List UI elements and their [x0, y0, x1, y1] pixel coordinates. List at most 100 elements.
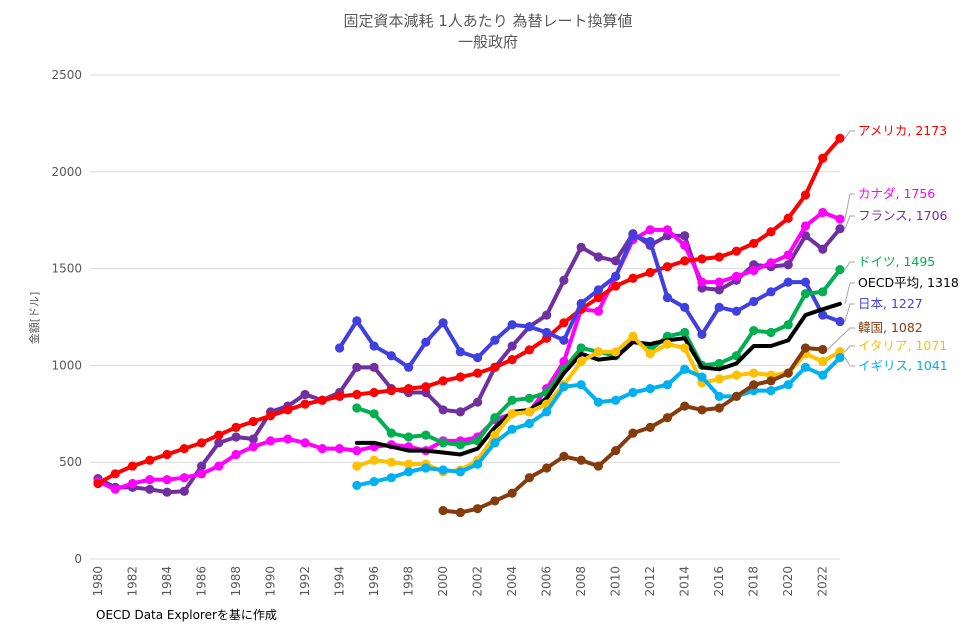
data-point [369, 387, 379, 398]
data-point [680, 302, 690, 312]
y-tick-label: 1500 [51, 262, 82, 276]
data-point [766, 327, 776, 338]
series-OECD平均 [354, 301, 842, 457]
data-point [593, 306, 604, 316]
data-point [766, 287, 776, 297]
data-point [369, 476, 379, 487]
x-tick-label: 2022 [816, 566, 830, 597]
data-point [300, 438, 310, 448]
data-point [593, 285, 604, 295]
end-label: 韓国, 1082 [858, 320, 923, 335]
data-point [611, 256, 621, 266]
data-point [766, 376, 776, 386]
data-point [317, 444, 327, 454]
data-point [680, 401, 690, 411]
data-point [662, 339, 673, 349]
data-point [542, 407, 552, 417]
data-point [524, 473, 534, 483]
y-tick-label: 2000 [51, 165, 82, 179]
data-point [179, 444, 189, 454]
data-point [835, 316, 845, 327]
x-tick-label: 1992 [298, 566, 312, 597]
data-point [559, 335, 569, 345]
data-point [749, 265, 759, 276]
data-point [110, 484, 120, 494]
data-point [680, 343, 690, 353]
data-point [749, 296, 759, 307]
data-point [593, 252, 604, 262]
data-point [369, 455, 379, 465]
data-point [645, 267, 655, 278]
data-point [593, 293, 604, 303]
data-point [455, 440, 465, 450]
data-point [714, 374, 724, 384]
data-point [731, 246, 742, 256]
y-axis-ticks: 0 500 1000 1500 2000 2500 [51, 68, 82, 566]
data-point [783, 320, 793, 330]
data-point [473, 459, 483, 469]
data-point [559, 382, 569, 392]
data-point [662, 413, 673, 423]
data-point [455, 407, 465, 417]
data-point [697, 254, 707, 264]
gridlines [90, 74, 840, 560]
end-label: イタリア, 1071 [858, 338, 947, 353]
data-point [455, 347, 465, 357]
data-point [835, 264, 845, 275]
data-point [162, 487, 172, 497]
data-point [455, 372, 465, 382]
data-point [524, 418, 534, 429]
data-point [404, 459, 414, 469]
data-point [835, 352, 845, 363]
x-tick-label: 2010 [609, 566, 623, 597]
series-韓国 [438, 343, 828, 518]
data-point [490, 430, 500, 440]
x-tick-label: 1988 [229, 566, 243, 597]
data-point [662, 293, 673, 303]
data-point [800, 289, 811, 299]
data-point [386, 428, 396, 438]
data-point [576, 380, 586, 390]
data-point [214, 461, 224, 471]
x-axis-ticks: 1980 1982 1984 1986 1988 1990 1992 1994 1996 1998… [91, 566, 830, 597]
data-point [334, 444, 345, 454]
data-point [800, 277, 811, 287]
series-カナダ [93, 207, 845, 494]
label-leader [844, 130, 855, 139]
data-point [731, 306, 742, 316]
data-point [783, 277, 793, 287]
data-point [611, 347, 621, 357]
y-tick-label: 500 [59, 455, 82, 469]
data-point [421, 382, 431, 392]
data-point [490, 362, 500, 372]
data-point [473, 353, 483, 363]
x-tick-label: 2016 [712, 566, 726, 597]
data-point [265, 411, 276, 421]
data-point [731, 351, 742, 361]
data-point [542, 310, 552, 320]
series-group [93, 133, 845, 518]
data-point [593, 397, 604, 407]
data-point [611, 395, 621, 405]
data-point [369, 341, 379, 351]
data-point [680, 327, 690, 338]
data-point [473, 397, 483, 407]
end-label: ドイツ, 1495 [858, 254, 935, 269]
data-point [507, 488, 517, 498]
data-point [404, 362, 414, 372]
data-point [334, 391, 345, 401]
data-point [352, 445, 362, 456]
x-tick-label: 1986 [195, 566, 209, 597]
data-point [593, 347, 604, 357]
end-label: 日本, 1227 [858, 296, 923, 311]
data-point [490, 335, 500, 345]
data-point [179, 473, 189, 483]
data-point [248, 442, 258, 452]
data-point [542, 327, 552, 338]
data-point [835, 214, 845, 224]
data-point [731, 271, 742, 281]
data-point [352, 316, 362, 326]
data-point [611, 271, 621, 281]
data-point [162, 475, 172, 485]
data-point [386, 473, 396, 483]
